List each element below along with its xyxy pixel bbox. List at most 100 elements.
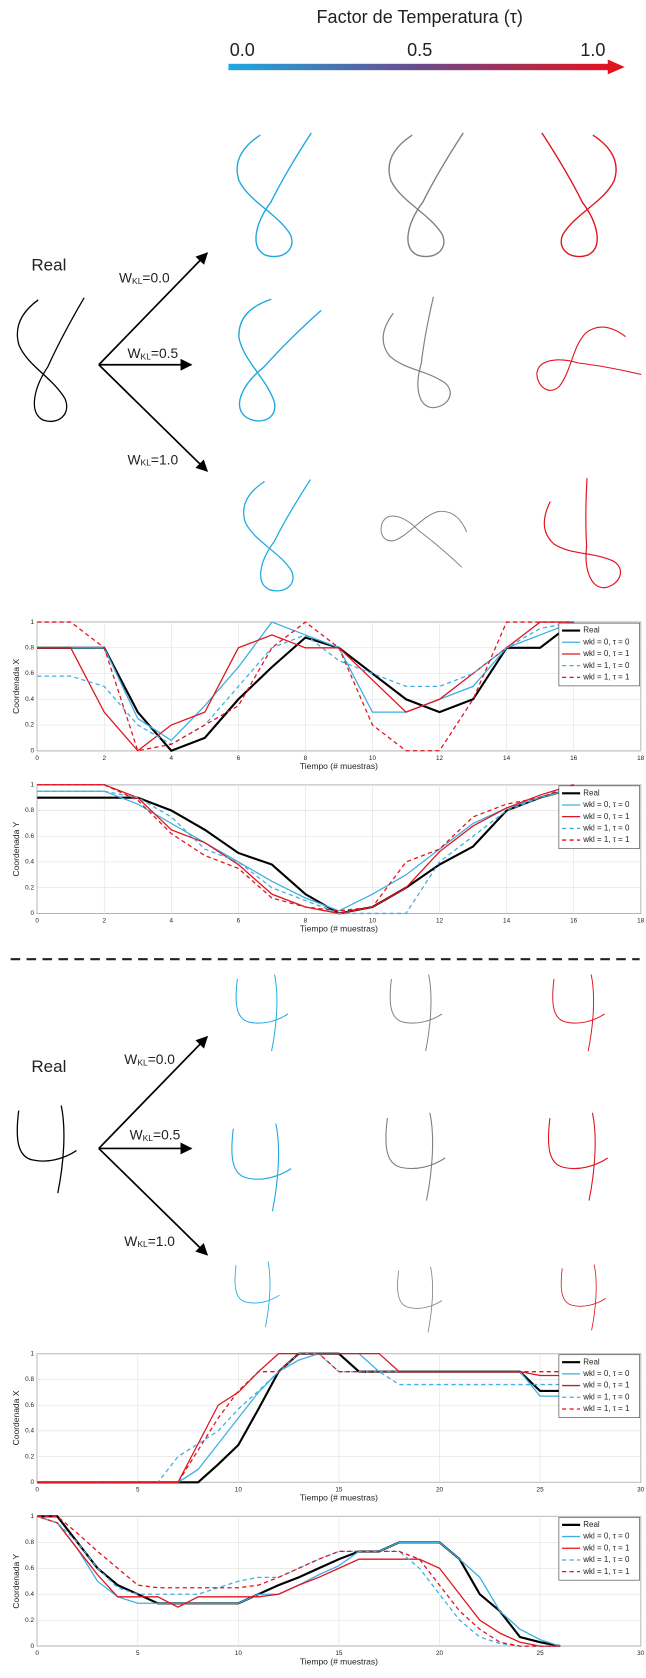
legend-label: wkl = 1, τ = 0 [582, 823, 630, 832]
scale-arrow [608, 60, 625, 75]
legend-label: wkl = 1, τ = 1 [582, 672, 630, 681]
x-tick-label: 16 [570, 918, 578, 925]
x-axis-label: Tiempo (# muestras) [300, 924, 378, 934]
weight-label: WKL=0.5 [128, 345, 179, 362]
x-axis-label: Tiempo (# muestras) [300, 1493, 378, 1503]
x-tick-label: 25 [537, 1650, 545, 1657]
samples [232, 974, 608, 1332]
y-tick-label: 0 [30, 1643, 34, 1650]
legend-label: Real [583, 1357, 600, 1366]
y-axis-label: Coordenada Y [11, 1554, 21, 1609]
y-axis-label: Coordenada Y [11, 821, 21, 876]
legend: Real wkl = 0, τ = 0 wkl = 0, τ = 1 wkl = 1,… [559, 1517, 640, 1580]
y-tick-label: 0 [30, 747, 34, 754]
y-tick-label: 1 [30, 619, 34, 626]
x-tick-label: 25 [537, 1486, 545, 1493]
legend-label: wkl = 0, τ = 0 [582, 1532, 630, 1541]
real-label: Real [31, 255, 66, 274]
weight-label: WKL=1.0 [124, 1233, 175, 1250]
page: Factor de Temperatura (τ) 0.0 0.5 1.0 Re… [0, 0, 646, 1678]
y-tick-label: 0.2 [25, 722, 34, 729]
x-tick-label: 6 [237, 755, 241, 762]
y-tick-label: 0.2 [25, 1617, 34, 1624]
panel-eight: Real WKL=0.0 WKL=0.5 WKL=1.0 [17, 133, 641, 601]
x-tick-label: 20 [436, 1486, 444, 1493]
scale-label: 0.0 [230, 40, 255, 60]
y-tick-label: 0.6 [25, 670, 34, 677]
legend-label: wkl = 0, τ = 0 [582, 1369, 630, 1378]
legend-label: wkl = 0, τ = 0 [582, 800, 630, 809]
legend: Realwkl = 0, τ = 0wkl = 0, τ = 1wkl = 1,… [559, 1355, 640, 1418]
x-tick-label: 14 [503, 918, 511, 925]
y-tick-label: 1 [30, 781, 34, 788]
y-tick-label: 0.4 [25, 859, 34, 866]
y-tick-label: 0.4 [25, 696, 34, 703]
x-tick-label: 12 [436, 755, 444, 762]
x-tick-label: 5 [136, 1486, 140, 1493]
x-tick-label: 4 [170, 918, 174, 925]
y-tick-label: 0.8 [25, 1539, 34, 1546]
x-tick-label: 18 [637, 755, 645, 762]
legend-label: wkl = 1, τ = 1 [582, 1567, 630, 1576]
weight-label: WKL=0.0 [119, 269, 170, 286]
figure: Factor de Temperatura (τ) 0.0 0.5 1.0 Re… [0, 0, 646, 1678]
y-tick-label: 1 [30, 1513, 34, 1520]
arrows [99, 1037, 207, 1255]
legend-label: wkl = 0, τ = 0 [582, 637, 630, 646]
y-axis-label: Coordenada X [11, 659, 21, 714]
scale-bar [228, 64, 608, 70]
legend-label: wkl = 1, τ = 1 [582, 1404, 630, 1413]
real-label: Real [31, 1057, 66, 1076]
y-tick-label: 0.6 [25, 1402, 34, 1409]
y-axis-label: Coordenada X [11, 1390, 21, 1445]
legend-label: wkl = 1, τ = 0 [582, 1392, 630, 1401]
y-tick-label: 0 [30, 1479, 34, 1486]
y-tick-label: 0 [30, 910, 34, 917]
scale-label: 1.0 [580, 40, 605, 60]
y-tick-label: 0.2 [25, 1453, 34, 1460]
legend-label: Real [583, 1520, 600, 1529]
x-tick-label: 18 [637, 918, 645, 925]
legend-label: wkl = 0, τ = 1 [582, 649, 630, 658]
x-tick-label: 14 [503, 755, 511, 762]
legend-label: Real [583, 626, 600, 635]
real-stroke [17, 1105, 76, 1193]
legend-label: wkl = 0, τ = 1 [582, 812, 630, 821]
y-tick-label: 0.8 [25, 807, 34, 814]
y-tick-label: 0.8 [25, 1376, 34, 1383]
x-tick-label: 4 [170, 755, 174, 762]
x-tick-label: 0 [35, 1650, 39, 1657]
real-stroke [17, 298, 84, 422]
x-tick-label: 2 [102, 755, 106, 762]
weight-label: WKL=0.0 [124, 1051, 175, 1068]
x-axis-label: Tiempo (# muestras) [300, 1656, 378, 1666]
scale-title: Factor de Temperatura (τ) [317, 7, 523, 27]
scale-label: 0.5 [407, 40, 432, 60]
legend-label: wkl = 0, τ = 1 [582, 1543, 630, 1552]
y-tick-label: 0.8 [25, 644, 34, 651]
y-tick-label: 0.6 [25, 833, 34, 840]
x-tick-label: 30 [637, 1650, 645, 1657]
x-tick-label: 20 [436, 1650, 444, 1657]
x-tick-label: 30 [637, 1486, 645, 1493]
x-tick-label: 10 [235, 1650, 243, 1657]
panel-four: Real WKL=0.0 WKL=0.5 WKL=1.0 [17, 974, 608, 1332]
y-tick-label: 0.4 [25, 1428, 34, 1435]
x-axis-label: Tiempo (# muestras) [300, 761, 378, 771]
samples [218, 133, 642, 601]
line-chart: 00.20.40.60.81024681012141618Tiempo (# m… [11, 781, 644, 933]
y-tick-label: 0.2 [25, 884, 34, 891]
legend-label: wkl = 1, τ = 0 [582, 1555, 630, 1564]
y-tick-label: 0.6 [25, 1565, 34, 1572]
y-tick-label: 0.4 [25, 1591, 34, 1598]
legend-label: wkl = 1, τ = 0 [582, 661, 630, 670]
y-tick-label: 1 [30, 1350, 34, 1357]
legend: Real wkl = 0, τ = 0 wkl = 0, τ = 1 wkl = 1,… [559, 623, 640, 686]
plot-area [37, 785, 641, 914]
x-tick-label: 6 [237, 918, 241, 925]
weight-label: WKL=0.5 [130, 1126, 181, 1143]
